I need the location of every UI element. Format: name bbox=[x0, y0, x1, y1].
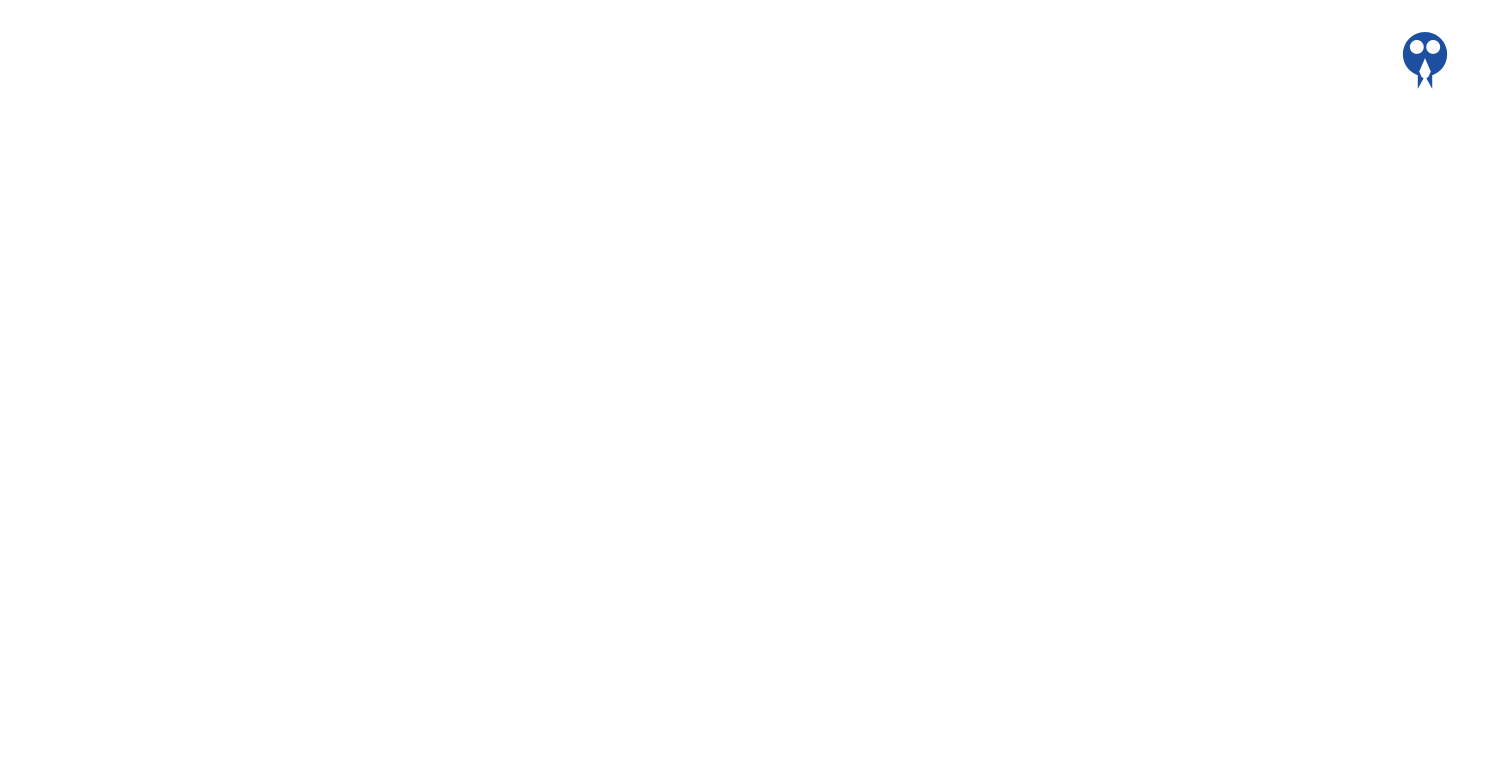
bigmint-logo bbox=[1398, 30, 1462, 95]
legend-item-billet bbox=[216, 164, 266, 169]
chart-legend bbox=[62, 160, 295, 173]
price-chart bbox=[0, 190, 1490, 750]
legend-item-end-cutting bbox=[137, 164, 187, 169]
page-title bbox=[66, 98, 75, 133]
spread-swatch bbox=[62, 160, 101, 173]
bigmint-logo-icon bbox=[1398, 30, 1452, 95]
legend-item-spread bbox=[62, 160, 108, 173]
billet-swatch bbox=[216, 164, 259, 169]
end-cutting-swatch bbox=[137, 164, 180, 169]
